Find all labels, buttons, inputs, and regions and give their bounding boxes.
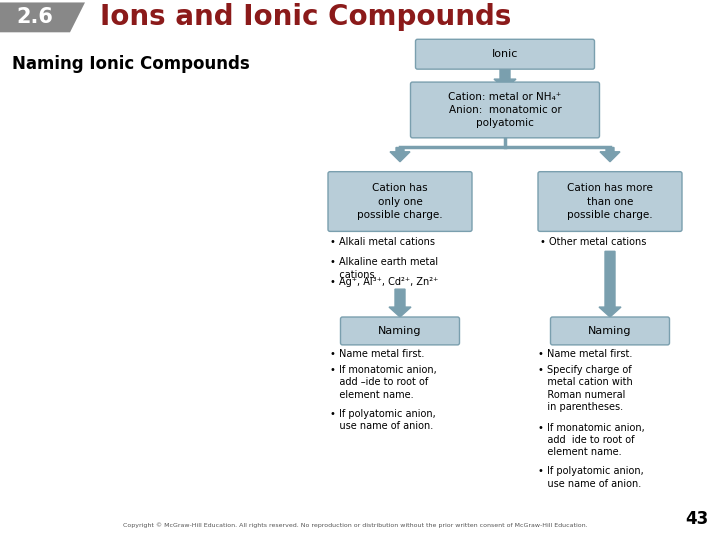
Text: • Alkali metal cations: • Alkali metal cations [330,238,435,247]
FancyBboxPatch shape [415,39,595,69]
Text: • Name metal first.: • Name metal first. [330,349,424,359]
Text: • Name metal first.: • Name metal first. [538,349,632,359]
Text: Copyright © McGraw-Hill Education. All rights reserved. No reproduction or distr: Copyright © McGraw-Hill Education. All r… [122,522,588,528]
FancyBboxPatch shape [341,317,459,345]
FancyBboxPatch shape [538,172,682,232]
Text: • Specify charge of
   metal cation with
   Roman numeral
   in parentheses.: • Specify charge of metal cation with Ro… [538,365,633,412]
FancyArrow shape [494,67,516,89]
Text: Naming: Naming [588,326,631,336]
Text: • If monatomic anion,
   add –ide to root of
   element name.: • If monatomic anion, add –ide to root o… [330,365,437,400]
Text: 2.6: 2.6 [17,8,53,28]
Text: • If polyatomic anion,
   use name of anion.: • If polyatomic anion, use name of anion… [330,409,436,431]
Text: 43: 43 [685,510,708,528]
FancyBboxPatch shape [551,317,670,345]
Text: • Other metal cations: • Other metal cations [540,238,647,247]
FancyBboxPatch shape [410,82,600,138]
Text: • Ag⁺, Al³⁺, Cd²⁺, Zn²⁺: • Ag⁺, Al³⁺, Cd²⁺, Zn²⁺ [330,278,438,287]
FancyArrow shape [390,147,410,161]
Text: Cation: metal or NH₄⁺
Anion:  monatomic or
polyatomic: Cation: metal or NH₄⁺ Anion: monatomic o… [449,92,562,128]
FancyArrow shape [389,289,411,317]
Polygon shape [0,3,85,32]
Text: Ions and Ionic Compounds: Ions and Ionic Compounds [100,3,511,31]
Text: • If polyatomic anion,
   use name of anion.: • If polyatomic anion, use name of anion… [538,467,644,489]
Text: Naming Ionic Compounds: Naming Ionic Compounds [12,55,250,73]
FancyBboxPatch shape [328,172,472,232]
FancyArrow shape [599,251,621,317]
Text: • Alkaline earth metal
   cations: • Alkaline earth metal cations [330,258,438,280]
FancyArrow shape [600,147,620,161]
Text: Naming: Naming [378,326,422,336]
Text: Cation has more
than one
possible charge.: Cation has more than one possible charge… [567,184,653,220]
Text: Cation has
only one
possible charge.: Cation has only one possible charge. [357,184,443,220]
Text: Ionic: Ionic [492,49,518,59]
Text: • If monatomic anion,
   add  ide to root of
   element name.: • If monatomic anion, add ide to root of… [538,422,644,457]
